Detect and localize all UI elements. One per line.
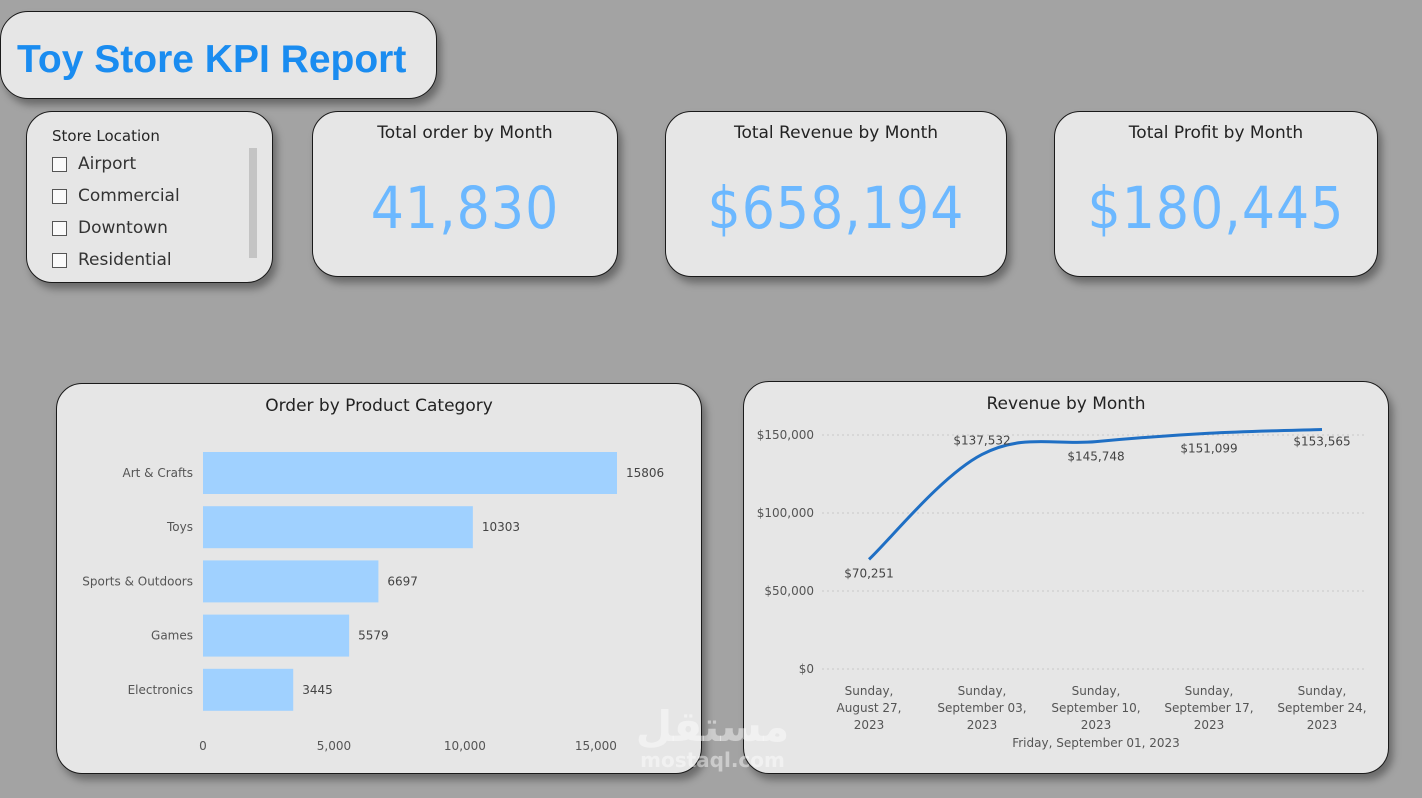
bar[interactable] <box>203 614 350 657</box>
y-tick-label: $100,000 <box>757 506 814 520</box>
kpi-title: Total order by Month <box>377 123 553 143</box>
kpi-value: 41,830 <box>370 174 560 242</box>
data-label: $153,565 <box>1293 434 1350 448</box>
chart-title: Order by Product Category <box>265 396 493 416</box>
kpi-card-orders: Total order by Month 41,830 <box>312 111 618 277</box>
data-label: $145,748 <box>1067 450 1124 464</box>
x-tick-label: 15,000 <box>575 739 617 753</box>
x-tick-label: Sunday, September 24, 2023 <box>1277 684 1366 732</box>
slicer-item-label: Airport <box>78 154 137 174</box>
checkbox-residential[interactable] <box>52 252 67 268</box>
x-tick-label: 10,000 <box>444 739 486 753</box>
store-location-slicer: Store Location Airport Commercial Downto… <box>26 111 273 283</box>
chart-title: Revenue by Month <box>986 394 1146 414</box>
page-title: Toy Store KPI Report <box>17 38 407 81</box>
slicer-item-downtown[interactable]: Downtown <box>52 217 168 239</box>
x-tick-label: 5,000 <box>317 739 351 753</box>
x-extra-label: Friday, September 01, 2023 <box>1012 736 1180 750</box>
slicer-item-label: Commercial <box>78 186 180 206</box>
data-label: 6697 <box>387 574 418 588</box>
category-label: Sports & Outdoors <box>82 574 193 588</box>
revenue-by-month-chart-card: Revenue by Month $0 $50,000 $100,000 $150,0… <box>743 381 1389 774</box>
y-tick-label: $150,000 <box>757 428 814 442</box>
data-label: 5579 <box>358 629 389 643</box>
x-tick-label: Sunday, September 03, 2023 <box>937 684 1026 732</box>
kpi-value: $658,194 <box>707 174 965 242</box>
data-label: $137,532 <box>953 433 1010 447</box>
kpi-title: Total Revenue by Month <box>733 123 939 143</box>
bar[interactable] <box>203 506 473 549</box>
x-tick-label: Sunday, August 27, 2023 <box>837 684 902 732</box>
x-tick-label: Sunday, September 17, 2023 <box>1164 684 1253 732</box>
bar[interactable] <box>203 452 617 494</box>
category-label: Games <box>151 629 193 643</box>
y-tick-label: $0 <box>799 662 814 676</box>
title-card: Toy Store KPI Report <box>0 11 437 99</box>
slicer-item-commercial[interactable]: Commercial <box>52 185 180 207</box>
slicer-item-label: Residential <box>78 250 172 270</box>
category-label: Toys <box>166 520 193 534</box>
slicer-scrollbar[interactable] <box>249 148 257 258</box>
order-by-category-chart-card: Order by Product Category Art & Crafts 15… <box>56 383 702 774</box>
data-label: 10303 <box>482 520 520 534</box>
slicer-title: Store Location <box>52 127 160 145</box>
data-label: $151,099 <box>1180 441 1237 455</box>
line-chart: $0 $50,000 $100,000 $150,000 $70,251 $137,532… <box>757 427 1367 750</box>
x-tick-label: 0 <box>199 739 207 753</box>
checkbox-commercial[interactable] <box>52 188 67 204</box>
checkbox-downtown[interactable] <box>52 220 67 236</box>
slicer-item-airport[interactable]: Airport <box>52 153 136 175</box>
bar[interactable] <box>203 668 294 711</box>
checkbox-airport[interactable] <box>52 156 67 172</box>
revenue-line[interactable] <box>867 427 1323 561</box>
data-label: 15806 <box>626 466 664 480</box>
data-label: 3445 <box>302 683 333 697</box>
category-label: Electronics <box>128 683 193 697</box>
kpi-card-profit: Total Profit by Month $180,445 <box>1054 111 1378 277</box>
kpi-card-revenue: Total Revenue by Month $658,194 <box>665 111 1007 277</box>
y-tick-label: $50,000 <box>764 584 814 598</box>
bar-chart: Art & Crafts 15806 Toys 10303 Sports & Outdo… <box>82 452 664 753</box>
category-label: Art & Crafts <box>123 466 193 480</box>
slicer-item-residential[interactable]: Residential <box>52 249 172 271</box>
kpi-value: $180,445 <box>1087 174 1345 242</box>
bar[interactable] <box>203 560 379 603</box>
slicer-item-label: Downtown <box>78 218 168 238</box>
x-tick-label: Sunday, September 10, 2023 <box>1051 684 1140 732</box>
data-label: $70,251 <box>844 566 894 580</box>
kpi-title: Total Profit by Month <box>1128 123 1304 143</box>
